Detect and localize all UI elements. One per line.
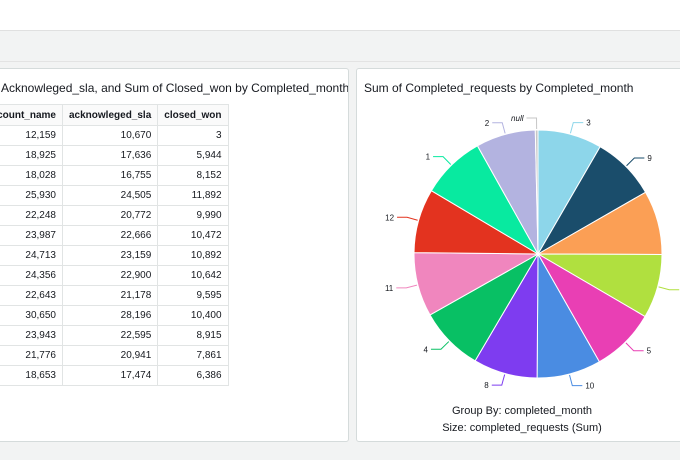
table-cell: 10,642 — [157, 265, 229, 286]
table-row[interactable]: 23,943 22,595 8,915 — [0, 325, 229, 346]
table-cell: 10,892 — [157, 245, 229, 266]
table-cell: 23,943 — [0, 325, 63, 346]
pie-leader-line — [526, 117, 538, 130]
pie-leader-line — [396, 284, 418, 289]
table-row[interactable]: 21,776 20,941 7,861 — [0, 345, 229, 366]
table-cell: 23,159 — [61, 245, 159, 266]
table-cell: 10,400 — [157, 305, 229, 326]
table-cell: 18,653 — [0, 365, 63, 386]
toolbar-strip — [0, 31, 680, 62]
table-cell: 11,892 — [157, 185, 229, 206]
pie-leader-line — [492, 122, 506, 134]
column-header-acknowleged-sla[interactable]: acknowleged_sla — [61, 104, 159, 126]
pie-slice-label: 11 — [385, 284, 394, 293]
pie-leader-line — [433, 156, 452, 165]
pie-slice-label: 1 — [426, 153, 431, 162]
table-cell: 24,713 — [0, 245, 63, 266]
table-cell: 22,900 — [61, 265, 159, 286]
pie-leader-line — [430, 341, 450, 350]
pie-slice[interactable] — [534, 129, 539, 255]
pie-slice-label: 10 — [585, 382, 594, 391]
table-row[interactable]: 25,930 24,505 11,892 — [0, 185, 229, 206]
pie-slice-label: null — [511, 114, 524, 123]
table-cell: 3 — [157, 125, 229, 146]
table-cell: 20,941 — [61, 345, 159, 366]
pie-slice-label: 4 — [424, 345, 429, 354]
table-cell: 6,386 — [157, 365, 229, 386]
pie-leader-line — [397, 216, 418, 221]
table-cell: 9,990 — [157, 205, 229, 226]
table-cell: 8,152 — [157, 165, 229, 186]
table-row[interactable]: 24,356 22,900 10,642 — [0, 265, 229, 286]
table-cell: 22,595 — [61, 325, 159, 346]
table-cell: 24,356 — [0, 265, 63, 286]
pie-slice-label: 5 — [647, 347, 652, 356]
table-row[interactable]: 18,653 17,474 6,386 — [0, 365, 229, 386]
pie-chart[interactable]: 39751084111212null — [357, 69, 680, 441]
table-cell: 21,776 — [0, 345, 63, 366]
table-cell: 7,861 — [157, 345, 229, 366]
pie-visual-title: Sum of Completed_requests by Completed_m… — [364, 81, 634, 95]
pie-visual-panel[interactable]: Sum of Completed_requests by Completed_m… — [356, 68, 680, 442]
table-cell: 23,987 — [0, 225, 63, 246]
table-cell: 28,196 — [61, 305, 159, 326]
group-by-caption: Group By: completed_month — [451, 405, 593, 417]
pie-leader-line — [625, 342, 644, 352]
table-visual-panel[interactable]: f Acknowleged_sla, and Sum of Closed_won… — [0, 68, 349, 442]
pie-leader-line — [569, 122, 584, 134]
column-header-account-name[interactable]: ccount_name — [0, 104, 63, 126]
table-cell: 8,915 — [157, 325, 229, 346]
table-cell: 9,595 — [157, 285, 229, 306]
table-cell: 10,670 — [61, 125, 159, 146]
table-cell: 18,925 — [0, 145, 63, 166]
table-visual-title: f Acknowleged_sla, and Sum of Closed_won… — [0, 81, 349, 95]
table-cell: 5,944 — [157, 145, 229, 166]
table-cell: 12,159 — [0, 125, 63, 146]
table-cell: 18,028 — [0, 165, 63, 186]
pie-leader-line — [626, 157, 645, 167]
table-cell: 10,472 — [157, 225, 229, 246]
pie-slice-label: 3 — [586, 119, 591, 128]
table-cell: 24,505 — [61, 185, 159, 206]
pie-leader-line — [658, 286, 680, 291]
table-row[interactable]: 18,925 17,636 5,944 — [0, 145, 229, 166]
size-by-caption: Size: completed_requests (Sum) — [442, 422, 602, 434]
pie-slice-label: 8 — [484, 381, 489, 390]
table-row[interactable]: 18,028 16,755 8,152 — [0, 165, 229, 186]
table-cell: 17,474 — [61, 365, 159, 386]
column-header-closed-won[interactable]: closed_won — [157, 104, 229, 126]
pie-slice-label: 12 — [385, 213, 394, 222]
table-row[interactable]: 30,650 28,196 10,400 — [0, 305, 229, 326]
table-row[interactable]: 12,159 10,670 3 — [0, 125, 229, 146]
pie-slice-label: 2 — [485, 119, 490, 128]
table-cell: 22,643 — [0, 285, 63, 306]
table-cell: 20,772 — [61, 205, 159, 226]
table-row[interactable]: 23,987 22,666 10,472 — [0, 225, 229, 246]
pie-leader-line — [569, 374, 583, 387]
table-cell: 21,178 — [61, 285, 159, 306]
table-cell: 25,930 — [0, 185, 63, 206]
pie-leader-line — [491, 374, 506, 386]
table-header-row: ccount_name acknowleged_sla closed_won — [0, 104, 229, 126]
top-header-bar — [0, 0, 680, 31]
table-cell: 17,636 — [61, 145, 159, 166]
table-cell: 16,755 — [61, 165, 159, 186]
pie-slice-label: 9 — [647, 154, 652, 163]
table-row[interactable]: 22,248 20,772 9,990 — [0, 205, 229, 226]
data-table: ccount_name acknowleged_sla closed_won 1… — [0, 104, 229, 386]
table-row[interactable]: 24,713 23,159 10,892 — [0, 245, 229, 266]
table-cell: 22,666 — [61, 225, 159, 246]
table-cell: 22,248 — [0, 205, 63, 226]
table-cell: 30,650 — [0, 305, 63, 326]
table-row[interactable]: 22,643 21,178 9,595 — [0, 285, 229, 306]
